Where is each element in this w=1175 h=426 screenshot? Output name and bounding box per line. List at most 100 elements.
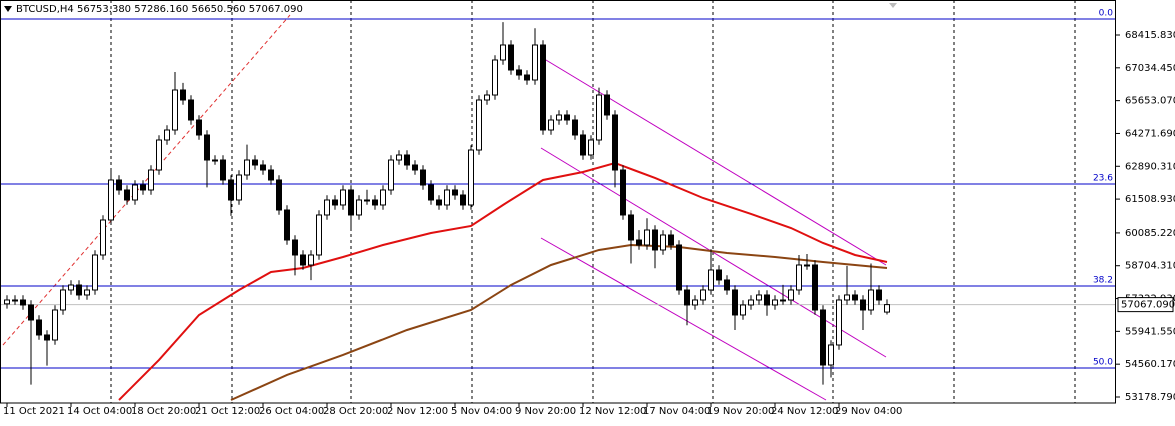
candle-body — [156, 139, 162, 171]
candle-body — [308, 254, 314, 266]
candle-body — [572, 119, 578, 136]
candle-body — [28, 304, 34, 321]
candle-body — [508, 44, 514, 71]
candle-body — [780, 299, 786, 302]
candle-body — [340, 189, 346, 206]
candle-body — [220, 159, 226, 181]
candle-body — [636, 239, 642, 246]
candle-body — [604, 94, 610, 116]
candle-body — [548, 119, 554, 131]
candle-body — [180, 89, 186, 101]
candle-body — [516, 69, 522, 76]
candle-body — [700, 289, 706, 301]
candle-body — [868, 289, 874, 311]
x-tick-label: 19 Nov 20:00 — [707, 406, 774, 417]
x-tick-label: 26 Oct 04:00 — [259, 406, 324, 417]
candle-body — [84, 289, 90, 296]
x-tick-label: 17 Nov 04:00 — [643, 406, 710, 417]
candle-body — [116, 179, 122, 191]
candle-body — [620, 169, 626, 216]
menu-icon — [4, 6, 12, 12]
x-tick-label: 2 Nov 12:00 — [387, 406, 448, 417]
x-tick-label: 14 Oct 04:00 — [67, 406, 132, 417]
candle-body — [612, 114, 618, 171]
candle-body — [316, 214, 322, 256]
moving-average — [230, 243, 888, 401]
x-tick-label: 5 Nov 04:00 — [451, 406, 512, 417]
candle-body — [164, 129, 170, 141]
chart-title: BTCUSD,H4 56753.380 57286.160 56650.560 … — [16, 4, 303, 15]
candle-body — [500, 44, 506, 61]
candle-body — [132, 184, 138, 201]
candle-body — [732, 289, 738, 316]
candle-body — [212, 159, 218, 162]
fib-label: 0.0 — [1099, 9, 1114, 19]
y-tick-label: 55941.550 — [1125, 326, 1175, 337]
candle-body — [852, 294, 858, 301]
candle-body — [20, 299, 26, 306]
candle-body — [884, 304, 890, 313]
candle-body — [404, 154, 410, 166]
candle-body — [796, 264, 802, 291]
candle-body — [716, 269, 722, 281]
y-tick-label: 68415.830 — [1125, 30, 1175, 41]
candle-body — [228, 179, 234, 201]
candle-body — [44, 334, 50, 341]
candle-body — [4, 299, 10, 305]
candle-body — [204, 134, 210, 161]
moving-average — [118, 161, 888, 401]
x-tick-label: 11 Oct 2021 — [3, 406, 65, 417]
candle-body — [452, 189, 458, 196]
candle-body — [428, 184, 434, 201]
candle-body — [436, 199, 442, 206]
plot-frame — [0, 0, 1116, 404]
candle-body — [460, 194, 466, 206]
candle-body — [708, 269, 714, 291]
x-tick-label: 29 Nov 04:00 — [835, 406, 902, 417]
candle-body — [268, 169, 274, 181]
candle-body — [820, 309, 826, 366]
candle-body — [596, 94, 602, 141]
candle-body — [876, 289, 882, 301]
candle-body — [420, 169, 426, 186]
candle-body — [660, 234, 666, 251]
candle-body — [372, 199, 378, 206]
x-tick-label: 18 Oct 20:00 — [131, 406, 196, 417]
candle-body — [812, 264, 818, 311]
candle-body — [476, 99, 482, 151]
candle-body — [108, 179, 114, 221]
candle-body — [540, 44, 546, 131]
candle-body — [844, 294, 850, 301]
candle-body — [532, 44, 538, 81]
y-tick-label: 60085.220 — [1125, 228, 1175, 239]
candle-body — [172, 89, 178, 131]
candle-body — [492, 59, 498, 96]
candle-body — [788, 289, 794, 301]
y-tick-label: 67034.450 — [1125, 63, 1175, 74]
candle-body — [364, 199, 370, 202]
x-tick-label: 21 Oct 12:00 — [195, 406, 260, 417]
y-tick-label: 64271.690 — [1125, 128, 1175, 139]
candle-body — [124, 189, 130, 201]
candle-body — [772, 299, 778, 306]
candle-body — [12, 299, 18, 302]
candle-body — [588, 139, 594, 156]
candle-body — [388, 159, 394, 191]
candle-body — [380, 189, 386, 206]
x-tick-label: 24 Nov 12:00 — [771, 406, 838, 417]
candle-body — [468, 149, 474, 206]
candle-body — [676, 244, 682, 291]
candle-body — [348, 189, 354, 216]
candle-body — [332, 199, 338, 206]
candle-body — [60, 289, 66, 311]
candle-body — [76, 284, 82, 296]
y-tick-label: 65653.070 — [1125, 96, 1175, 107]
candle-body — [68, 284, 74, 291]
separators — [110, 0, 1076, 403]
candle-body — [284, 209, 290, 241]
candle-body — [764, 294, 770, 306]
candle-body — [444, 189, 450, 206]
candle-body — [260, 164, 266, 171]
